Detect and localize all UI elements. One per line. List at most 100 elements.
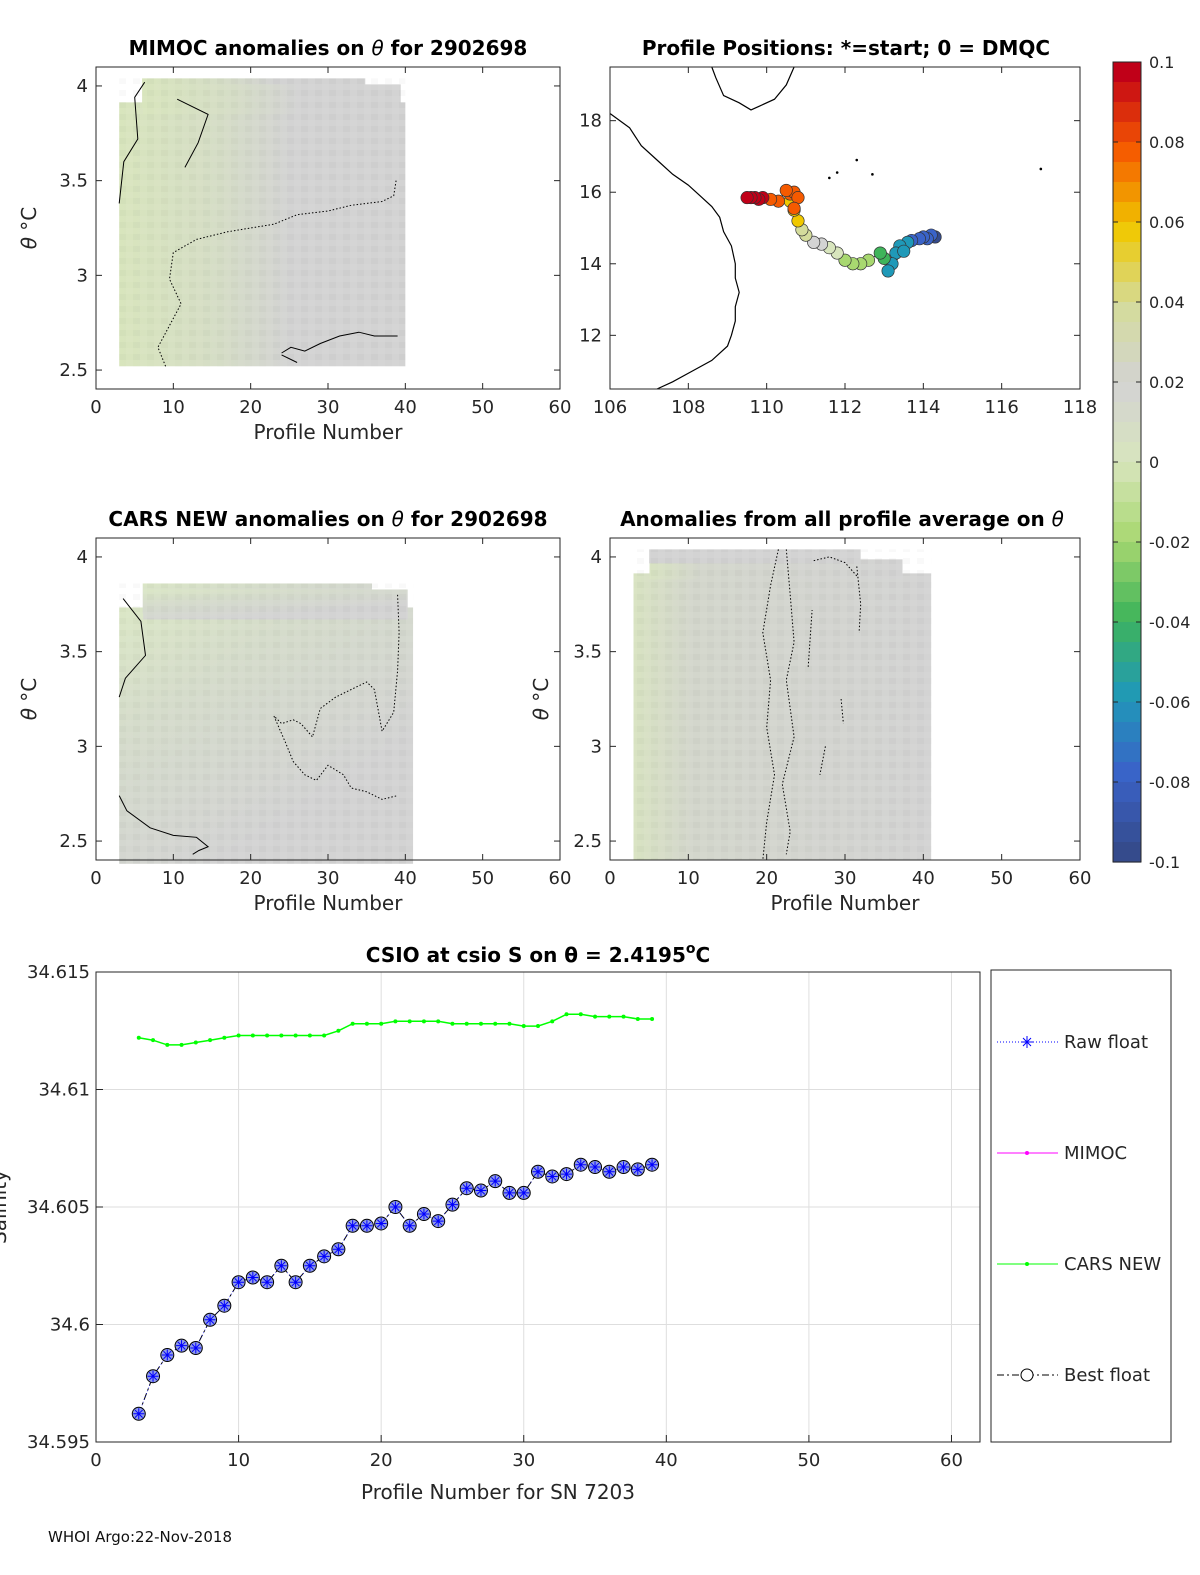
island-dot bbox=[855, 158, 859, 162]
negative-contour bbox=[118, 795, 210, 855]
zero-contour bbox=[813, 556, 858, 577]
colorbar-segment bbox=[1113, 82, 1141, 103]
legend-box bbox=[990, 969, 1172, 1443]
colorbar-segment bbox=[1113, 782, 1141, 803]
x-tick-label: 116 bbox=[984, 397, 1018, 418]
raw-float-asterisk bbox=[518, 1187, 530, 1199]
x-tick-label: 20 bbox=[239, 868, 262, 889]
raw-float-asterisk bbox=[275, 1260, 287, 1272]
colorbar-segment bbox=[1113, 622, 1141, 643]
cars-new-point bbox=[564, 1012, 569, 1017]
raw-float-asterisk bbox=[147, 1370, 159, 1382]
legend-marker-asterisk bbox=[1021, 1036, 1033, 1048]
cars-new-point bbox=[650, 1017, 655, 1021]
y-tick-label: 4 bbox=[77, 547, 88, 568]
profile-positions-panel: 106 108 110 112 114 116 118 12 14 16 18 Profile Pos… bbox=[579, 36, 1097, 418]
cars-anomaly-panel: 0 10 20 30 40 50 60 2.5 3 3.5 4 Profile Number θ °C C… bbox=[17, 507, 571, 915]
colorbar-segment bbox=[1113, 262, 1141, 283]
y-tick-label: 16 bbox=[579, 182, 602, 203]
colorbar-segment bbox=[1113, 102, 1141, 123]
x-tick-label: 40 bbox=[394, 397, 417, 418]
x-tick-label: 50 bbox=[471, 397, 494, 418]
colorbar-segment bbox=[1113, 302, 1141, 323]
x-tick-label: 60 bbox=[940, 1450, 963, 1471]
cars-new-point bbox=[593, 1014, 598, 1019]
cars-new-point bbox=[621, 1014, 626, 1019]
y-tick-label: 34.61 bbox=[38, 1080, 90, 1101]
colorbar-tick-label: -0.06 bbox=[1149, 693, 1190, 712]
axes-box bbox=[609, 66, 1081, 390]
raw-float-asterisk bbox=[475, 1185, 487, 1197]
colorbar-segment bbox=[1113, 342, 1141, 363]
x-tick-label: 50 bbox=[471, 868, 494, 889]
cars-new-point bbox=[393, 1019, 398, 1024]
colorbar-segment bbox=[1113, 462, 1141, 483]
cars-new-point bbox=[379, 1021, 384, 1026]
legend-marker-dot bbox=[1025, 1262, 1029, 1266]
x-tick-label: 10 bbox=[677, 868, 700, 889]
colorbar-segment bbox=[1113, 182, 1141, 203]
raw-float-asterisk bbox=[233, 1276, 245, 1288]
text-segment: for 2902698 bbox=[404, 507, 548, 531]
y-tick-label: 4 bbox=[591, 547, 602, 568]
y-tick-label: 12 bbox=[579, 325, 602, 346]
island-dot bbox=[835, 171, 839, 174]
colorbar-segment bbox=[1113, 282, 1141, 303]
profile-position-marker bbox=[881, 264, 895, 278]
x-tick-label: 40 bbox=[394, 868, 417, 889]
zero-contour bbox=[273, 594, 400, 800]
profile-position-marker bbox=[787, 201, 801, 215]
raw-float-asterisk bbox=[532, 1166, 544, 1178]
x-tick-label: 0 bbox=[90, 868, 101, 889]
x-tick-label: 40 bbox=[912, 868, 935, 889]
cars-new-point bbox=[550, 1019, 555, 1024]
x-tick-label: 0 bbox=[90, 1450, 101, 1471]
text-segment: °C bbox=[17, 207, 41, 237]
x-tick-label: 60 bbox=[1069, 868, 1092, 889]
chart-title: CSIO at csio S on θ = 2.4195oC bbox=[366, 941, 710, 967]
raw-float-asterisk bbox=[190, 1342, 202, 1354]
raw-float-asterisk bbox=[290, 1276, 302, 1288]
cars-new-point bbox=[421, 1019, 426, 1024]
colorbar-segment bbox=[1113, 162, 1141, 183]
cars-new-point bbox=[222, 1035, 227, 1040]
colorbar-segment bbox=[1113, 242, 1141, 263]
cars-new-point bbox=[493, 1021, 498, 1026]
y-tick-label: 4 bbox=[77, 76, 88, 97]
legend-label: CARS NEW bbox=[1064, 1254, 1161, 1275]
y-axis-label: θ °C bbox=[529, 678, 553, 721]
text-segment: MIMOC anomalies on bbox=[129, 36, 372, 60]
colorbar-tick-label: 0.1 bbox=[1149, 53, 1174, 72]
y-tick-label: 14 bbox=[579, 254, 602, 275]
raw-float-asterisk bbox=[247, 1272, 259, 1283]
negative-contour bbox=[281, 354, 298, 363]
footer-credit: WHOI Argo:22-Nov-2018 bbox=[48, 1528, 232, 1546]
legend-label: Best float bbox=[1064, 1365, 1150, 1386]
x-tick-label: 106 bbox=[593, 397, 627, 418]
x-tick-label: 114 bbox=[906, 397, 940, 418]
y-tick-label: 3 bbox=[77, 736, 88, 757]
profile-position-marker bbox=[897, 244, 911, 258]
text-segment: for 2902698 bbox=[384, 36, 528, 60]
x-tick-label: 60 bbox=[549, 397, 572, 418]
colorbar-segment bbox=[1113, 742, 1141, 763]
cars-new-point bbox=[336, 1028, 341, 1033]
cars-new-point bbox=[307, 1033, 312, 1038]
cars-new-point bbox=[165, 1042, 170, 1047]
colorbar-segment bbox=[1113, 682, 1141, 703]
x-tick-label: 50 bbox=[797, 1450, 820, 1471]
raw-float-asterisk bbox=[304, 1260, 316, 1272]
x-tick-label: 118 bbox=[1063, 397, 1097, 418]
x-axis-label: Profile Number bbox=[771, 891, 921, 915]
colorbar-segment bbox=[1113, 722, 1141, 743]
raw-float-asterisk bbox=[404, 1220, 416, 1232]
x-tick-label: 10 bbox=[162, 868, 185, 889]
zero-contour bbox=[157, 180, 397, 367]
raw-float-asterisk bbox=[561, 1168, 573, 1180]
legend-marker-circle bbox=[1020, 1368, 1034, 1382]
zero-contour bbox=[781, 549, 795, 855]
cars-new-point bbox=[350, 1021, 355, 1026]
colorbar-segment bbox=[1113, 442, 1141, 463]
x-tick-label: 30 bbox=[512, 1450, 535, 1471]
y-tick-label: 34.595 bbox=[27, 1432, 90, 1453]
